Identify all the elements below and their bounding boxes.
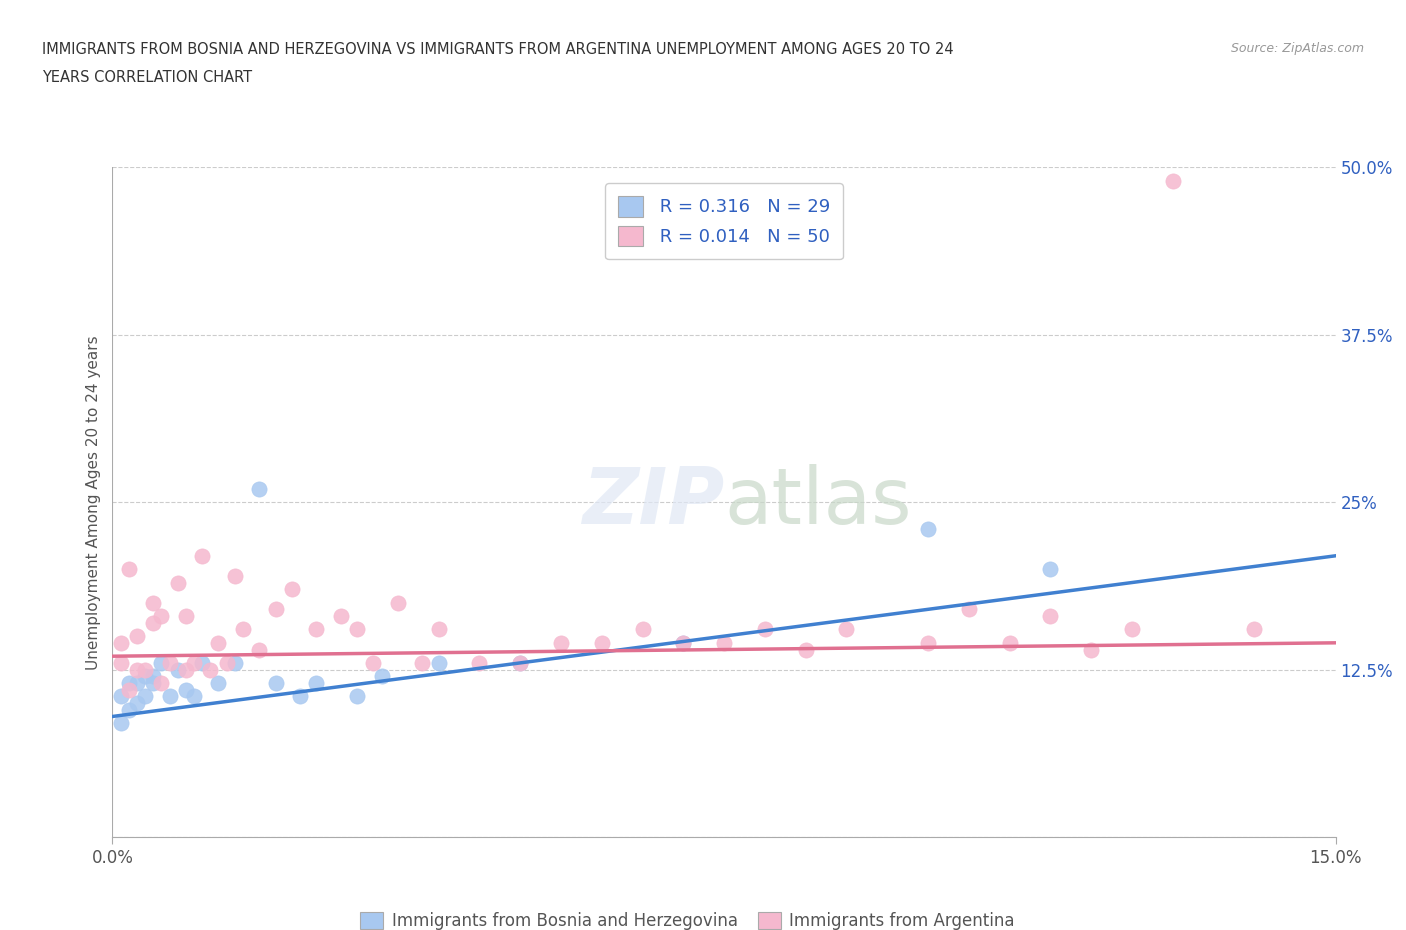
Legend: Immigrants from Bosnia and Herzegovina, Immigrants from Argentina: Immigrants from Bosnia and Herzegovina, … <box>353 906 1022 930</box>
Point <box>110 656 132 671</box>
Point <box>247 642 270 657</box>
Point <box>754 622 776 637</box>
Point <box>1039 562 1062 577</box>
Point <box>998 635 1021 650</box>
Point <box>125 675 148 690</box>
Point <box>207 635 229 650</box>
Point <box>411 656 433 671</box>
Point <box>224 568 246 583</box>
Point <box>118 675 141 690</box>
Point <box>509 656 531 671</box>
Point <box>509 656 531 671</box>
Point <box>118 562 141 577</box>
Point <box>191 656 214 671</box>
Text: atlas: atlas <box>724 464 911 540</box>
Point <box>142 595 165 610</box>
Point <box>224 656 246 671</box>
Point <box>118 702 141 717</box>
Point <box>835 622 858 637</box>
Point <box>125 662 148 677</box>
Text: YEARS CORRELATION CHART: YEARS CORRELATION CHART <box>42 70 252 85</box>
Point <box>166 575 188 590</box>
Point <box>125 629 148 644</box>
Point <box>159 689 181 704</box>
Point <box>174 683 197 698</box>
Point <box>215 656 238 671</box>
Point <box>631 622 654 637</box>
Point <box>134 689 156 704</box>
Point <box>264 602 287 617</box>
Point <box>363 656 385 671</box>
Point <box>150 608 173 623</box>
Point <box>166 662 188 677</box>
Point <box>1080 642 1102 657</box>
Point <box>1161 173 1184 188</box>
Text: ZIP: ZIP <box>582 464 724 540</box>
Point <box>264 675 287 690</box>
Point <box>247 482 270 497</box>
Point <box>174 662 197 677</box>
Point <box>713 635 735 650</box>
Point <box>125 696 148 711</box>
Point <box>110 716 132 731</box>
Point <box>917 522 939 537</box>
Point <box>1121 622 1143 637</box>
Text: Source: ZipAtlas.com: Source: ZipAtlas.com <box>1230 42 1364 55</box>
Point <box>427 656 450 671</box>
Point <box>346 622 368 637</box>
Point <box>672 635 695 650</box>
Point <box>1243 622 1265 637</box>
Point <box>288 689 311 704</box>
Point <box>150 656 173 671</box>
Point <box>1039 608 1062 623</box>
Point <box>110 635 132 650</box>
Point <box>142 675 165 690</box>
Point <box>183 656 205 671</box>
Point <box>305 622 328 637</box>
Point <box>591 635 613 650</box>
Point <box>917 635 939 650</box>
Point <box>207 675 229 690</box>
Point <box>110 689 132 704</box>
Point <box>550 635 572 650</box>
Point <box>118 683 141 698</box>
Y-axis label: Unemployment Among Ages 20 to 24 years: Unemployment Among Ages 20 to 24 years <box>86 335 101 670</box>
Text: IMMIGRANTS FROM BOSNIA AND HERZEGOVINA VS IMMIGRANTS FROM ARGENTINA UNEMPLOYMENT: IMMIGRANTS FROM BOSNIA AND HERZEGOVINA V… <box>42 42 953 57</box>
Point <box>281 582 304 597</box>
Point <box>672 635 695 650</box>
Point <box>150 675 173 690</box>
Point <box>427 622 450 637</box>
Point <box>142 669 165 684</box>
Point <box>174 608 197 623</box>
Point <box>159 656 181 671</box>
Point <box>134 662 156 677</box>
Point <box>387 595 409 610</box>
Point <box>142 616 165 631</box>
Point <box>957 602 980 617</box>
Point <box>183 689 205 704</box>
Point <box>191 549 214 564</box>
Point <box>794 642 817 657</box>
Point <box>200 662 222 677</box>
Point <box>134 669 156 684</box>
Point <box>329 608 352 623</box>
Point <box>232 622 254 637</box>
Point <box>468 656 491 671</box>
Point <box>346 689 368 704</box>
Point <box>305 675 328 690</box>
Point <box>370 669 392 684</box>
